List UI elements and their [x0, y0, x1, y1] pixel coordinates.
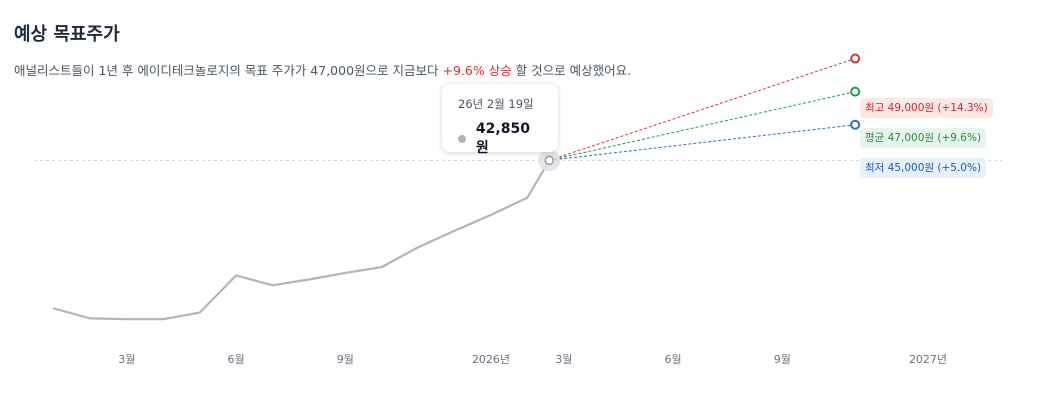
avg-target-badge: 평균 47,000원 (+9.6%) — [860, 128, 987, 148]
forecast-point-1 — [850, 53, 861, 64]
x-tick-label-5: 3월 — [555, 353, 572, 366]
x-tick-label-8: 2027년 — [909, 353, 947, 366]
forecast-line-3 — [549, 124, 856, 161]
forecast-line-1 — [549, 58, 856, 161]
forecast-line-2 — [549, 91, 856, 161]
tooltip-dot-icon — [458, 135, 466, 143]
x-tick-label-7: 9월 — [774, 353, 791, 366]
summary-text: 애널리스트들이 1년 후 에이디테크놀로지의 목표 주가가 47,000원으로 … — [14, 60, 631, 79]
tooltip-price: 42,850원 — [475, 121, 530, 156]
x-tick-label-2: 6월 — [228, 353, 245, 366]
x-tick-label-3: 9월 — [337, 353, 354, 366]
forecast-point-2 — [850, 86, 861, 97]
x-tick-label-6: 6월 — [665, 353, 682, 366]
price-tooltip: 26년 2월 19일 42,850원 — [442, 84, 558, 156]
summary-before: 애널리스트들이 1년 후 에이디테크놀로지의 목표 주가가 47,000원으로 … — [14, 63, 443, 78]
x-tick-label-4: 2026년 — [472, 353, 510, 366]
x-tick-label-1: 3월 — [118, 353, 135, 366]
tooltip-date: 26년 2월 19일 — [458, 97, 534, 111]
page-title: 예상 목표주가 — [14, 24, 120, 45]
low-target-badge: 최저 45,000원 (+5.0%) — [860, 158, 987, 178]
summary-after: 할 것으로 예상했어요. — [511, 63, 632, 78]
price-history-line — [52, 159, 551, 321]
high-target-badge: 최고 49,000원 (+14.3%) — [860, 98, 993, 118]
current-point — [544, 155, 555, 166]
summary-change: +9.6% 상승 — [442, 63, 512, 78]
forecast-point-3 — [850, 119, 861, 130]
